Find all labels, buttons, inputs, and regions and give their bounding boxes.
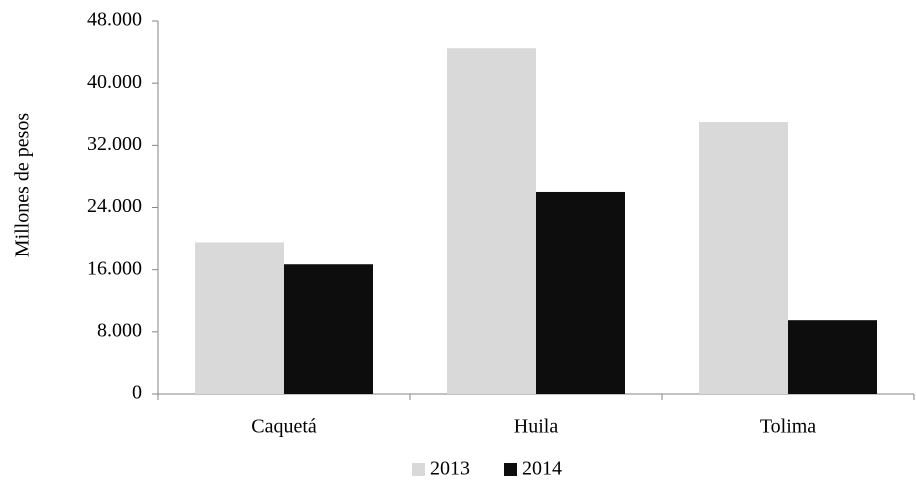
- bar: [699, 122, 788, 394]
- y-tick-label: 16.000: [87, 257, 142, 279]
- y-tick-label: 0: [132, 382, 142, 404]
- legend-label: 2014: [522, 458, 562, 480]
- bar: [195, 242, 284, 394]
- legend-swatch: [504, 463, 517, 476]
- y-tick-label: 8.000: [97, 319, 142, 341]
- y-tick-label: 32.000: [87, 133, 142, 155]
- y-tick-label: 24.000: [87, 195, 142, 217]
- bar: [788, 320, 877, 394]
- x-tick-label: Huila: [514, 416, 559, 438]
- y-tick-label: 48.000: [87, 9, 142, 31]
- bar: [284, 264, 373, 394]
- legend-label: 2013: [430, 458, 470, 480]
- bar: [536, 191, 625, 394]
- y-axis-title: Millones de pesos: [12, 113, 34, 258]
- y-tick-label: 40.000: [87, 71, 142, 93]
- legend-swatch: [412, 463, 425, 476]
- x-tick-label: Caquetá: [251, 416, 317, 438]
- bar: [447, 48, 536, 395]
- x-tick-label: Tolima: [760, 416, 816, 438]
